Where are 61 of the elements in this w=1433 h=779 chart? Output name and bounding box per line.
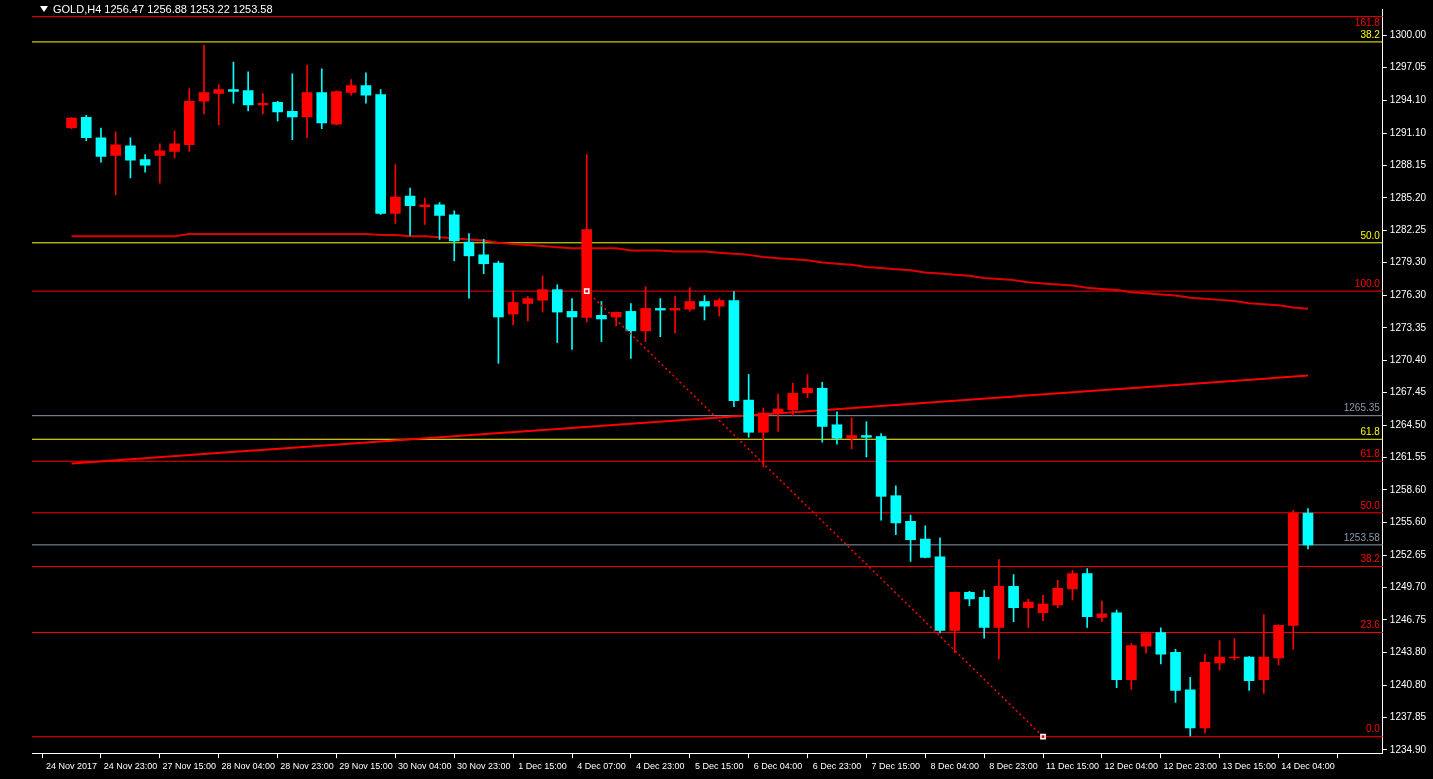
y-tick-label: 1252.65 (1389, 548, 1427, 560)
annotation: 100.0 (1354, 277, 1381, 289)
y-tick-label: 1243.80 (1389, 645, 1427, 657)
y-tick-label: 1255.60 (1389, 516, 1427, 528)
y-tick-label: 1291.10 (1389, 126, 1427, 138)
y-tick-label: 1270.40 (1389, 353, 1427, 365)
ref-line-label: 1265.35 (1343, 402, 1381, 414)
annotation: 61.8 (1360, 447, 1381, 459)
ref-line-label: 1253.58 (1343, 531, 1381, 543)
x-tick-label: 27 Nov 15:00 (162, 761, 217, 772)
y-tick-label: 1294.10 (1389, 93, 1427, 105)
x-tick-label: 1 Dec 15:00 (518, 761, 567, 772)
x-tick-label: 6 Dec 23:00 (812, 761, 862, 772)
y-tick-label: 1285.20 (1389, 191, 1427, 203)
candlestick (213, 84, 225, 126)
y-tick-label: 1237.85 (1389, 711, 1427, 723)
y-tick-label: 1279.30 (1389, 256, 1427, 268)
x-tick-label: 4 Dec 23:00 (636, 761, 685, 772)
y-tick-label: 1240.80 (1389, 678, 1427, 690)
y-tick-label: 1261.55 (1389, 451, 1427, 463)
annotation: 50.0 (1360, 229, 1381, 241)
y-tick-label: 1288.15 (1389, 159, 1427, 171)
annotation: 61.8 (1360, 426, 1381, 438)
x-tick-label: 30 Nov 04:00 (398, 761, 452, 772)
x-tick-label: 30 Nov 23:00 (456, 761, 511, 772)
x-tick-label: 6 Dec 04:00 (753, 761, 803, 772)
chart-title: GOLD,H4 1256.47 1256.88 1253.22 1253.58 (53, 3, 273, 15)
annotation: 38.2 (1360, 28, 1381, 40)
y-tick-label: 1249.70 (1389, 581, 1427, 593)
x-tick-label: 7 Dec 15:00 (871, 761, 921, 772)
y-tick-label: 1267.45 (1389, 386, 1427, 398)
x-tick-label: 11 Dec 15:00 (1046, 761, 1099, 772)
x-tick-label: 28 Nov 04:00 (221, 761, 275, 772)
x-tick-label: 24 Nov 2017 (46, 761, 98, 772)
candlestick (110, 131, 122, 196)
y-tick-label: 1300.00 (1389, 29, 1427, 41)
y-tick-label: 1282.25 (1389, 223, 1427, 235)
x-tick-label: 13 Dec 15:00 (1222, 761, 1276, 772)
annotation: 38.2 (1360, 553, 1381, 565)
x-tick-label: 4 Dec 07:00 (577, 761, 626, 772)
x-tick-label: 28 Nov 23:00 (280, 761, 334, 772)
annotation: 23.6 (1360, 619, 1381, 631)
y-tick-label: 1234.90 (1389, 743, 1427, 755)
annotation: 50.0 (1360, 499, 1381, 511)
annotation: 161.8 (1354, 17, 1381, 29)
y-tick-label: 1264.50 (1389, 418, 1427, 430)
x-tick-label: 8 Dec 23:00 (989, 761, 1038, 772)
y-tick-label: 1273.35 (1389, 321, 1427, 333)
x-tick-label: 12 Dec 04:00 (1104, 761, 1159, 772)
y-tick-label: 1297.05 (1389, 61, 1427, 73)
x-tick-label: 29 Nov 15:00 (339, 761, 393, 772)
annotation: 0.0 (1365, 723, 1381, 735)
y-tick-label: 1246.75 (1389, 613, 1427, 625)
x-tick-label: 8 Dec 04:00 (930, 761, 979, 772)
x-tick-label: 12 Dec 23:00 (1163, 761, 1218, 772)
y-tick-label: 1276.30 (1389, 289, 1427, 301)
x-tick-label: 5 Dec 15:00 (694, 761, 744, 772)
x-tick-label: 14 Dec 04:00 (1281, 761, 1335, 772)
candlestick (846, 417, 858, 450)
y-tick-label: 1258.60 (1389, 483, 1427, 495)
x-tick-label: 24 Nov 23:00 (103, 761, 158, 772)
